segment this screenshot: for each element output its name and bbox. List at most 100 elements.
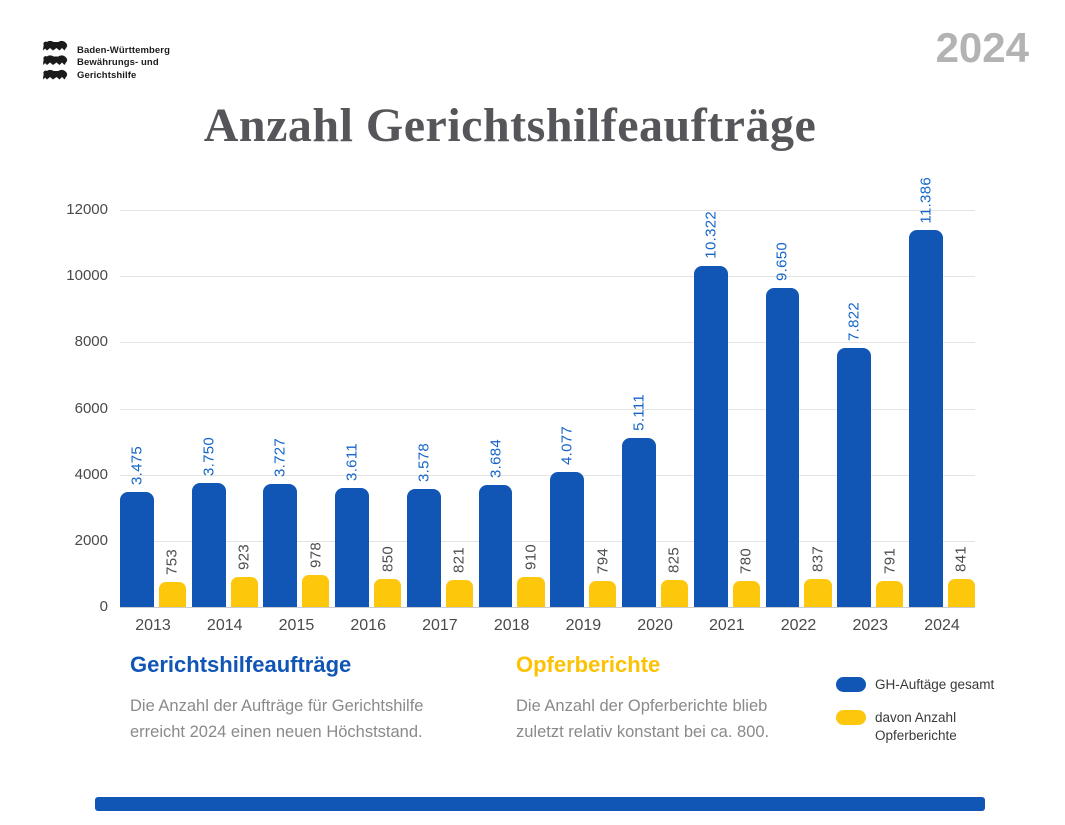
- bar-value-label: 3.475: [128, 445, 146, 485]
- opferberichte-bar-2018: 910: [517, 544, 545, 607]
- x-axis-label-2016: 2016: [350, 617, 386, 634]
- bar-value-label: 923: [235, 543, 253, 570]
- bar-value-label: 821: [450, 546, 468, 573]
- logo-line-2: Bewährungs- und: [77, 57, 159, 69]
- note-right-body-line-2: zuletzt relativ konstant bei ca. 800.: [516, 722, 770, 741]
- logo-text: Baden-Württemberg Bewährungs- und Gerich…: [77, 45, 170, 83]
- x-axis-label-2023: 2023: [852, 617, 889, 634]
- y-axis-tick-6000: 6000: [74, 399, 108, 417]
- note-left-body-line-1: Die Anzahl der Aufträge für Gerichtshilf…: [130, 697, 424, 715]
- bar-group-2024: 11.386 841 2024: [909, 177, 975, 634]
- x-axis-label-2020: 2020: [637, 617, 673, 634]
- logo-line-3: Gerichtshilfe: [77, 69, 137, 81]
- gridline-10000: [120, 276, 975, 278]
- bar-value-label: 9.650: [773, 241, 791, 281]
- x-axis-label-2021: 2021: [709, 617, 745, 634]
- gh-auftraege-bar-2023: 7.822: [837, 302, 872, 607]
- gh-auftraege-bar-2019: 4.077: [550, 426, 585, 607]
- bar-value-label: 3.750: [200, 436, 218, 476]
- gh-auftraege-bar-2016: 3.611: [335, 443, 369, 607]
- page-title: Anzahl Gerichtshilfeaufträge: [203, 99, 817, 152]
- note-opferberichte: Opferberichte Die Anzahl der Opferberich…: [516, 652, 816, 745]
- gh-auftraege-bar-2013: 3.475: [120, 446, 154, 607]
- x-axis-label-2014: 2014: [206, 617, 243, 634]
- gh-auftraege-bar-2024: 11.386: [909, 177, 943, 607]
- gridline-6000: [120, 408, 975, 410]
- x-axis-label-2018: 2018: [493, 617, 530, 634]
- year-badge: 2024: [935, 24, 1029, 71]
- bar-value-label: 3.578: [415, 442, 433, 482]
- legend-label-blue: GH-Auftäge gesamt: [875, 677, 995, 692]
- bar-value-label: 841: [952, 546, 970, 573]
- bar-value-label: 7.822: [845, 302, 863, 342]
- bar-group-2018: 3.684 910 2018: [478, 210, 545, 634]
- legend-swatch-blue: [836, 677, 866, 692]
- legend-item-opferberichte: davon Anzahl Opferberichte: [836, 709, 994, 745]
- gridline-0: [120, 607, 975, 608]
- opferberichte-bar-2015: 978: [302, 542, 330, 607]
- bar-group-2022: 9.650 837 2022: [765, 210, 832, 634]
- note-right-body-line-1: Die Anzahl der Opferberichte blieb: [516, 697, 768, 715]
- bar-group-2017: 3.578 821 2017: [406, 210, 473, 634]
- gh-auftraege-bar-2022: 9.650: [765, 242, 800, 607]
- gridline-2000: [120, 540, 975, 542]
- bottom-accent-bar: [95, 797, 985, 811]
- bar-value-label: 753: [163, 549, 181, 576]
- note-left-body-line-2: erreicht 2024 einen neuen Höchststand.: [130, 722, 423, 741]
- bar-group-2020: 5.111 825 2020: [622, 210, 689, 634]
- gridline-12000: [120, 210, 975, 211]
- bar-value-label: 3.611: [343, 442, 361, 481]
- chart-legend: GH-Auftäge gesamt davon Anzahl Opferberi…: [836, 676, 994, 746]
- opferberichte-bar-2024: 841: [947, 546, 975, 607]
- y-axis-tick-2000: 2000: [74, 531, 108, 549]
- bar-value-label: 978: [307, 541, 325, 568]
- gh-auftraege-bar-2018: 3.684: [478, 439, 513, 607]
- bar-value-label: 910: [522, 543, 540, 570]
- legend-label-yellow: davon Anzahl Opferberichte: [875, 710, 957, 744]
- legend-item-gh-auftraege: GH-Auftäge gesamt: [836, 676, 994, 694]
- gridline-4000: [120, 474, 975, 476]
- gh-auftraege-bar-2020: 5.111: [622, 394, 656, 607]
- bar-group-2016: 3.611 850 2016: [335, 210, 402, 634]
- opferberichte-bar-2020: 825: [660, 547, 689, 607]
- gh-auftraege-bar-2014: 3.750: [191, 437, 226, 607]
- y-axis-tick-10000: 10000: [66, 267, 108, 285]
- bar-group-2013: 3.475 753 2013: [120, 210, 186, 634]
- y-axis-tick-4000: 4000: [74, 465, 108, 483]
- note-left-heading: Gerichtshilfeaufträge: [130, 652, 352, 677]
- bar-value-label: 850: [379, 545, 397, 572]
- bw-logo: Baden-Württemberg Bewährungs- und Gerich…: [42, 40, 170, 87]
- x-axis-label-2013: 2013: [135, 617, 171, 634]
- note-right-heading: Opferberichte: [516, 652, 661, 677]
- note-gerichtshilfeauftraege: Gerichtshilfeaufträge Die Anzahl der Auf…: [130, 652, 460, 745]
- bar-value-label: 10.322: [702, 210, 720, 259]
- x-axis-label-2022: 2022: [780, 617, 817, 634]
- legend-swatch-yellow: [836, 710, 866, 726]
- opferberichte-bar-2017: 821: [445, 547, 473, 607]
- x-axis-label-2019: 2019: [565, 617, 602, 634]
- opferberichte-bar-2019: 794: [589, 548, 617, 607]
- bar-value-label: 3.684: [487, 439, 505, 479]
- bar-chart: 0 2000 4000 6000 8000 10000 12000 3.475 753 2013 3…: [66, 177, 975, 634]
- y-axis-tick-0: 0: [99, 598, 108, 615]
- y-axis-tick-12000: 12000: [66, 201, 108, 218]
- y-axis-tick-8000: 8000: [74, 333, 108, 351]
- bar-group-2021: 10.322 780 2021: [693, 210, 760, 634]
- bar-group-2023: 7.822 791 2023: [837, 210, 904, 634]
- bar-value-label: 794: [594, 547, 612, 574]
- logo-line-1: Baden-Württemberg: [77, 44, 171, 56]
- bar-value-label: 837: [809, 546, 827, 573]
- gridline-8000: [120, 342, 975, 344]
- bw-coat-of-arms-lions-icon: [42, 40, 69, 87]
- bar-value-label: 4.077: [558, 426, 576, 466]
- opferberichte-bar-2016: 850: [373, 546, 402, 607]
- x-axis-label-2017: 2017: [422, 617, 458, 634]
- gh-auftraege-bar-2021: 10.322: [693, 211, 728, 607]
- x-axis-label-2015: 2015: [278, 617, 315, 634]
- bar-group-2014: 3.750 923 2014: [191, 210, 258, 634]
- bar-group-2019: 4.077 794 2019: [550, 210, 617, 634]
- opferberichte-bar-2013: 753: [158, 549, 186, 607]
- bar-value-label: 791: [881, 547, 899, 574]
- opferberichte-bar-2022: 837: [804, 546, 832, 607]
